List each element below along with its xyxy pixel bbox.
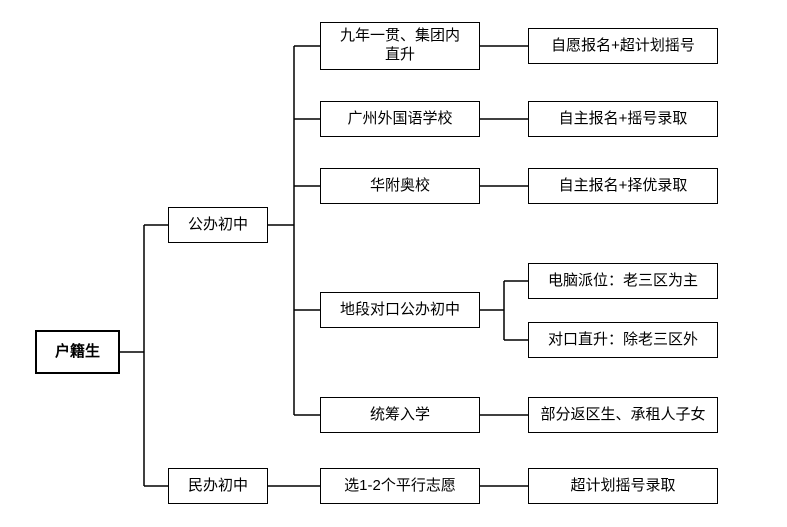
node-detail-voluntary: 自愿报名+超计划摇号	[528, 28, 718, 64]
diagram-canvas: 户籍生 公办初中 民办初中 九年一贯、集团内 直升 广州外国语学校 华附奥校 地…	[0, 0, 787, 527]
node-detail-lottery: 自主报名+摇号录取	[528, 101, 718, 137]
node-detail-computer-assign: 电脑派位：老三区为主	[528, 263, 718, 299]
node-root: 户籍生	[35, 330, 120, 374]
node-parallel-choice-label: 选1-2个平行志愿	[344, 477, 456, 496]
node-detail-lottery-label: 自主报名+摇号录取	[559, 110, 688, 129]
node-private-label: 民办初中	[188, 477, 248, 496]
node-coordinated: 统筹入学	[320, 397, 480, 433]
node-detail-overplan: 超计划摇号录取	[528, 468, 718, 504]
node-district-public: 地段对口公办初中	[320, 292, 480, 328]
node-direct-promotion-label: 九年一贯、集团内 直升	[340, 27, 460, 65]
node-coordinated-label: 统筹入学	[370, 406, 430, 425]
node-district-public-label: 地段对口公办初中	[340, 301, 460, 320]
node-detail-voluntary-label: 自愿报名+超计划摇号	[551, 37, 695, 56]
node-detail-returnees-label: 部分返区生、承租人子女	[540, 406, 705, 425]
node-root-label: 户籍生	[55, 343, 100, 362]
node-huafu-olympic: 华附奥校	[320, 168, 480, 204]
node-gz-foreign-lang: 广州外国语学校	[320, 101, 480, 137]
node-public-label: 公办初中	[188, 216, 248, 235]
node-detail-direct-promotion: 对口直升：除老三区外	[528, 322, 718, 358]
node-parallel-choice: 选1-2个平行志愿	[320, 468, 480, 504]
node-public: 公办初中	[168, 207, 268, 243]
node-detail-merit: 自主报名+择优录取	[528, 168, 718, 204]
node-direct-promotion: 九年一贯、集团内 直升	[320, 22, 480, 70]
node-huafu-olympic-label: 华附奥校	[370, 177, 430, 196]
node-detail-returnees: 部分返区生、承租人子女	[528, 397, 718, 433]
node-detail-computer-assign-label: 电脑派位：老三区为主	[548, 272, 698, 291]
node-gz-foreign-lang-label: 广州外国语学校	[347, 110, 452, 129]
node-detail-direct-promotion-label: 对口直升：除老三区外	[548, 331, 698, 350]
node-private: 民办初中	[168, 468, 268, 504]
node-detail-overplan-label: 超计划摇号录取	[570, 477, 675, 496]
node-detail-merit-label: 自主报名+择优录取	[559, 177, 688, 196]
